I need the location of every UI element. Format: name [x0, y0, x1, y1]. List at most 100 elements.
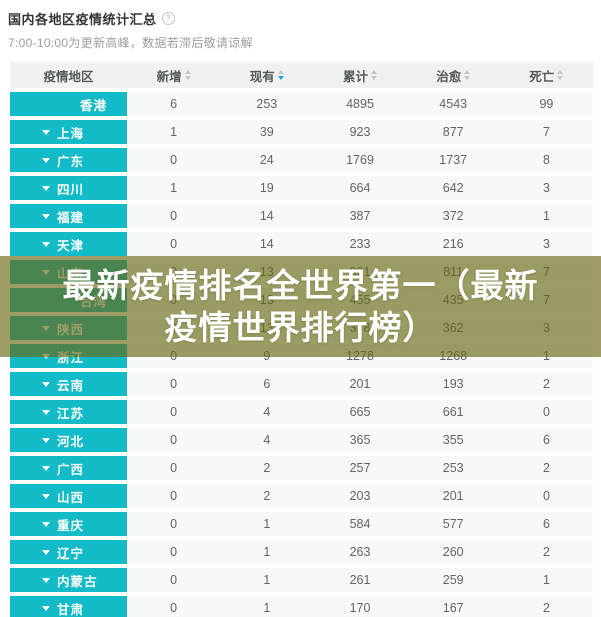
deaths-cell: 7: [542, 265, 550, 279]
region-name: 福建: [57, 210, 85, 225]
new-cases-cell: 0: [170, 517, 178, 531]
table-row: 浙江 0 9 1278 1268 1: [10, 344, 593, 368]
sort-icon: [557, 70, 564, 80]
deaths-cell: 2: [542, 377, 550, 391]
region-cell[interactable]: 内蒙古: [10, 568, 127, 592]
cured-cell: 577: [442, 517, 464, 531]
region-cell[interactable]: 陕西: [10, 316, 127, 340]
update-notice: 7:00-10:00为更新高峰，数据若滞后敬请谅解: [8, 36, 253, 50]
total-cases-cell: 665: [349, 405, 371, 419]
cured-cell: 1268: [439, 349, 468, 363]
deaths-cell: 7: [542, 293, 550, 307]
column-header-total[interactable]: 累计: [313, 62, 406, 88]
total-cases-cell: 201: [349, 377, 371, 391]
total-cases-cell: 233: [349, 237, 371, 251]
table-row: 重庆 0 1 584 577 6: [10, 512, 593, 536]
region-cell[interactable]: 广西: [10, 456, 127, 480]
region-name: 香港: [80, 98, 108, 113]
new-cases-cell: 0: [170, 405, 178, 419]
expand-arrow-icon: [42, 325, 50, 331]
table-row: 广东 0 24 1769 1737 8: [10, 148, 593, 172]
table-row: 山西 0 2 203 201 0: [10, 484, 593, 508]
region-name: 重庆: [57, 518, 85, 533]
new-cases-cell: 1: [170, 181, 178, 195]
region-cell: 台湾: [10, 288, 127, 312]
region-cell[interactable]: 福建: [10, 204, 127, 228]
column-header-cured[interactable]: 治愈: [407, 62, 500, 88]
new-cases-cell: 0: [170, 545, 178, 559]
column-header-new[interactable]: 新增: [127, 62, 220, 88]
region-name: 江苏: [57, 406, 85, 421]
table-row: 福建 0 14 387 372 1: [10, 204, 593, 228]
total-cases-cell: 263: [349, 545, 371, 559]
current-cases-cell: 4: [263, 405, 271, 419]
total-cases-cell: 923: [349, 125, 371, 139]
page-title: 国内各地区疫情统计汇总: [8, 12, 157, 27]
region-cell[interactable]: 河北: [10, 428, 127, 452]
table-row: 山东 0 13 831 811 7: [10, 260, 593, 284]
table-header-row: 疫情地区 新增 现有 累计 治愈 死亡: [10, 62, 593, 88]
region-cell[interactable]: 重庆: [10, 512, 127, 536]
deaths-cell: 2: [542, 545, 550, 559]
new-cases-cell: 0: [170, 377, 178, 391]
cured-cell: 372: [442, 209, 464, 223]
expand-arrow-icon: [42, 381, 50, 387]
region-name: 上海: [57, 126, 85, 141]
current-cases-cell: 14: [259, 237, 274, 251]
new-cases-cell: 0: [170, 349, 178, 363]
new-cases-cell: 0: [170, 153, 178, 167]
column-header-region: 疫情地区: [10, 62, 127, 88]
total-cases-cell: 4895: [346, 97, 374, 111]
table-row: 云南 0 6 201 193 2: [10, 372, 593, 396]
current-cases-cell: 1: [263, 573, 271, 587]
region-name: 天津: [57, 238, 85, 253]
cured-cell: 253: [442, 461, 464, 475]
cured-cell: 811: [443, 265, 464, 279]
current-cases-cell: 1: [263, 601, 271, 615]
deaths-cell: 7: [542, 125, 550, 139]
expand-arrow-icon: [42, 353, 50, 359]
deaths-cell: 0: [542, 489, 550, 503]
total-cases-cell: 203: [349, 489, 371, 503]
expand-arrow-icon: [42, 577, 50, 583]
column-header-deaths[interactable]: 死亡: [500, 62, 593, 88]
current-cases-cell: 2: [263, 461, 271, 475]
region-cell[interactable]: 四川: [10, 176, 127, 200]
region-name: 台湾: [80, 294, 108, 309]
sort-icon: [371, 70, 378, 80]
cured-cell: 877: [442, 125, 464, 139]
sort-icon: [464, 70, 471, 80]
region-cell[interactable]: 上海: [10, 120, 127, 144]
expand-arrow-icon: [42, 241, 50, 247]
cured-cell: 167: [442, 601, 464, 615]
current-cases-cell: 6: [263, 377, 271, 391]
region-cell[interactable]: 山西: [10, 484, 127, 508]
table-row: 陕西 0 13 378 362 3: [10, 316, 593, 340]
current-cases-cell: 253: [256, 97, 278, 111]
region-cell[interactable]: 天津: [10, 232, 127, 256]
expand-arrow-icon: [42, 465, 50, 471]
help-icon[interactable]: ?: [161, 12, 175, 25]
region-cell[interactable]: 广东: [10, 148, 127, 172]
deaths-cell: 3: [542, 181, 550, 195]
page-header: 国内各地区疫情统计汇总 ? 7:00-10:00为更新高峰，数据若滞后敬请谅解: [0, 0, 601, 51]
region-cell[interactable]: 浙江: [10, 344, 127, 368]
region-cell[interactable]: 江苏: [10, 400, 127, 424]
new-cases-cell: 0: [170, 321, 178, 335]
region-cell[interactable]: 甘肃: [10, 596, 127, 617]
expand-arrow-icon: [42, 157, 50, 163]
current-cases-cell: 9: [263, 349, 271, 363]
cured-cell: 661: [442, 405, 464, 419]
table-row: 甘肃 0 1 170 167 2: [10, 596, 593, 617]
region-cell[interactable]: 辽宁: [10, 540, 127, 564]
region-cell[interactable]: 山东: [10, 260, 127, 284]
column-header-current[interactable]: 现有: [220, 62, 313, 88]
table-row: 内蒙古 0 1 261 259 1: [10, 568, 593, 592]
new-cases-cell: 0: [170, 209, 178, 223]
region-cell[interactable]: 云南: [10, 372, 127, 396]
total-cases-cell: 831: [349, 265, 371, 279]
table-row: 四川 1 19 664 642 3: [10, 176, 593, 200]
deaths-cell: 1: [542, 349, 550, 363]
current-cases-cell: 1: [263, 545, 271, 559]
total-cases-cell: 1278: [346, 349, 374, 363]
